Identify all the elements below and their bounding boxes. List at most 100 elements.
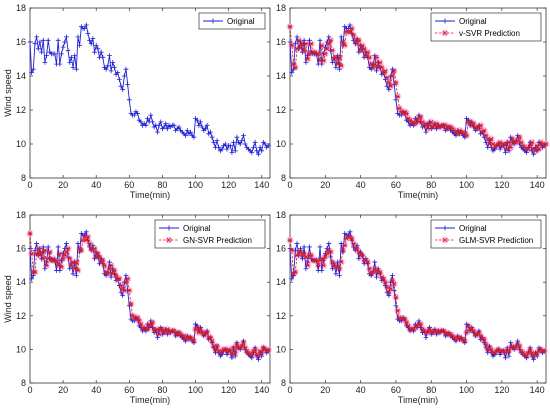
data-point-original [204,122,210,128]
data-point-original [77,43,83,48]
data-point-prediction [102,263,107,268]
data-point-original [98,49,104,55]
data-point-original [229,355,235,361]
data-point-prediction [36,246,41,251]
data-point-original [112,65,117,70]
data-point-prediction [339,63,344,68]
data-point-prediction [354,246,360,251]
data-point-original [239,138,245,143]
x-tick-label: 100 [459,385,474,395]
data-point-prediction [351,33,356,38]
data-point-prediction [506,140,512,145]
data-point-prediction [533,148,538,153]
data-point-original [299,256,305,262]
y-tick-label: 10 [16,139,26,149]
data-point-original [203,126,208,132]
data-point-prediction [388,84,393,89]
x-tick-label: 80 [426,180,436,190]
x-tick-label: 120 [494,180,509,190]
data-point-prediction [112,268,117,273]
data-point-prediction [404,320,409,325]
data-point-original [75,241,81,246]
data-point-original [30,66,36,72]
data-point-prediction [118,283,124,288]
data-point-prediction [67,256,72,261]
x-tick-label: 80 [157,180,167,190]
data-point-prediction [503,141,508,147]
data-point-prediction [489,136,494,141]
data-point-prediction [490,141,496,147]
x-axis-label: Time(min) [130,395,170,405]
data-point-original [45,244,51,250]
x-tick-label: 40 [91,385,101,395]
data-point-original [92,49,97,55]
x-tick-label: 120 [494,385,509,395]
data-point-original [44,53,49,58]
data-point-prediction [298,249,303,255]
data-point-prediction [390,73,395,79]
data-point-original [155,129,160,135]
data-point-prediction [342,43,347,48]
data-point-original [319,268,325,273]
data-point-prediction [32,270,38,275]
data-point-original [196,122,202,128]
data-point-prediction [379,65,385,70]
data-point-prediction [524,354,529,359]
data-point-original [289,276,295,282]
y-tick-label: 10 [276,139,286,149]
data-point-prediction [395,308,400,313]
data-point-prediction [37,253,43,258]
data-point-original [108,68,114,74]
data-point-prediction [386,80,392,85]
data-point-original [161,124,167,130]
y-tick-label: 10 [16,344,26,354]
y-tick-label: 16 [16,244,26,254]
data-point-original [198,119,203,125]
data-point-original [42,60,48,65]
data-point-prediction [301,251,307,256]
data-point-prediction [289,248,294,253]
data-point-original [87,37,92,43]
data-point-prediction [443,123,448,128]
data-point-prediction [358,48,363,53]
data-point-prediction [330,48,335,53]
data-point-original [294,241,300,246]
data-point-prediction [266,347,271,352]
data-point-prediction [145,327,150,332]
data-point-prediction [543,141,549,147]
legend-label: GN-SVR Prediction [183,236,252,245]
data-point-prediction [527,143,533,148]
data-point-prediction [117,276,122,281]
data-point-prediction [420,119,425,124]
data-point-prediction [418,114,423,119]
data-point-original [27,39,33,45]
data-point-original [120,87,126,92]
data-point-prediction [234,342,240,347]
data-point-prediction [330,259,335,265]
data-point-prediction [294,46,300,51]
data-point-prediction [483,133,489,138]
legend-box [154,219,266,249]
data-point-original [90,36,96,41]
chart-panel-1: 0 20 40 60 80 100 120 140 8 10 12 14 16 18 Time(min) Wi… [3,3,271,200]
x-tick-label: 100 [459,180,474,190]
x-tick-label: 80 [157,385,167,395]
data-point-prediction [84,238,89,243]
data-point-prediction [434,121,439,126]
data-point-prediction [386,290,392,295]
data-point-prediction [404,111,409,116]
data-point-prediction [464,133,469,138]
data-point-original [289,70,295,75]
data-point-prediction [413,121,418,126]
legend-box [430,12,542,42]
data-point-original [209,134,215,140]
data-point-prediction [293,65,298,70]
data-point-prediction [41,256,46,261]
data-point-prediction [305,263,310,268]
data-point-prediction [287,238,293,243]
data-point-prediction [391,68,397,73]
data-point-original [232,148,238,154]
chart-panel-3: 0 20 40 60 80 100 120 140 8 10 12 14 16 18 Time(min) Wi… [3,210,272,405]
data-point-prediction [393,295,399,300]
data-point-prediction [340,39,346,45]
